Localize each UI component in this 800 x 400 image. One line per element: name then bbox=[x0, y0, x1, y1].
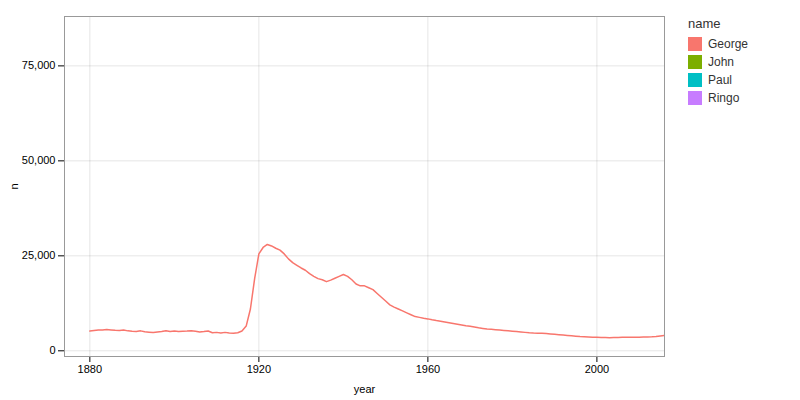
svg-text:1880: 1880 bbox=[78, 363, 102, 375]
html-text:Ringo: Ringo bbox=[708, 91, 740, 105]
svg-text:50,000: 50,000 bbox=[22, 154, 56, 166]
svg-text:1920: 1920 bbox=[247, 363, 271, 375]
html-text:John: John bbox=[708, 55, 734, 69]
svg-text:n: n bbox=[8, 183, 20, 189]
html-text:George: George bbox=[708, 37, 748, 51]
svg-text:0: 0 bbox=[49, 344, 55, 356]
svg-text:2000: 2000 bbox=[585, 363, 609, 375]
svg-text:year: year bbox=[354, 383, 376, 395]
svg-text:25,000: 25,000 bbox=[22, 249, 56, 261]
html-text:name: name bbox=[688, 16, 721, 31]
svg-text:1960: 1960 bbox=[416, 363, 440, 375]
svg-text:75,000: 75,000 bbox=[22, 59, 56, 71]
html-text:Paul: Paul bbox=[708, 73, 732, 87]
